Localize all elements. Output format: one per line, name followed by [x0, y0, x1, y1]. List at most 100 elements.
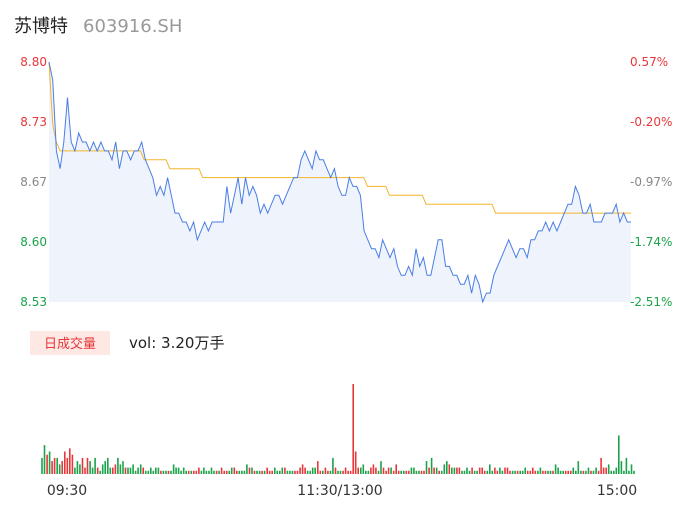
volume-bar [167, 470, 170, 474]
volume-bar [127, 467, 129, 474]
volume-bar [529, 470, 532, 474]
volume-bar [491, 470, 494, 474]
volume-bar [370, 467, 372, 474]
volume-bar [397, 470, 400, 474]
volume-bar [392, 470, 395, 474]
volume-bar [620, 461, 623, 474]
volume-bar [64, 451, 66, 474]
volume-bar [405, 470, 408, 474]
volume-bar [580, 470, 582, 474]
volume-bar [410, 467, 413, 474]
volume-bar [107, 457, 109, 474]
volume-bar [61, 461, 63, 474]
volume-bar [382, 467, 385, 474]
volume-bar [413, 467, 415, 474]
volume-bar [582, 470, 585, 474]
volume-bar [572, 467, 575, 474]
volume-bar [294, 470, 296, 474]
volume-bar [486, 470, 489, 474]
volume-bar [476, 470, 478, 474]
volume-bar [461, 470, 463, 474]
volume-bar [322, 470, 324, 474]
volume-bar [134, 470, 137, 474]
volume-bar [337, 470, 339, 474]
volume-bar [537, 470, 539, 474]
volume-bar [114, 464, 117, 474]
percent-tick-label: 0.57% [630, 55, 668, 69]
volume-bar [526, 470, 529, 474]
volume-bar [375, 467, 377, 474]
volume-bar [592, 470, 595, 474]
volume-bar [478, 467, 481, 474]
volume-bar [274, 467, 276, 474]
volume-bar [165, 470, 167, 474]
volume-bar [483, 470, 486, 474]
volume-bar [81, 457, 84, 474]
volume-bar [544, 470, 547, 474]
volume-bar [372, 464, 375, 474]
x-tick-1500: 15:00 [597, 483, 637, 499]
volume-bar [365, 470, 367, 474]
volume-bar [208, 470, 210, 474]
volume-bar [119, 464, 122, 474]
volume-bar [147, 470, 150, 474]
volume-summary-label: vol: [129, 334, 161, 352]
volume-bar [430, 457, 433, 474]
volume-bar [74, 467, 76, 474]
volume-bar [117, 457, 119, 474]
volume-bar [438, 470, 440, 474]
volume-bar [334, 467, 337, 474]
volume-bar [266, 467, 268, 474]
volume-bar [225, 470, 228, 474]
volume-bar [324, 467, 327, 474]
volume-bar [241, 470, 243, 474]
volume-bar [542, 470, 544, 474]
volume-bar [304, 467, 306, 474]
volume-bar [261, 470, 263, 474]
volume-bar [94, 457, 96, 474]
volume-bar [501, 470, 504, 474]
volume-bar [162, 470, 165, 474]
volume-bar [218, 470, 220, 474]
volume-bar [342, 470, 344, 474]
volume-bar [615, 467, 618, 474]
volume-bar [347, 470, 349, 474]
volume-bar [160, 470, 162, 474]
volume-bar [547, 470, 549, 474]
volume-bar [428, 467, 430, 474]
volume-bar [289, 470, 291, 474]
volume-bar [628, 470, 630, 474]
volume-bar [314, 467, 316, 474]
volume-bar [600, 457, 602, 474]
volume-bar [618, 435, 620, 474]
volume-bar [521, 470, 524, 474]
volume-bar [48, 451, 51, 474]
volume-bar [306, 470, 309, 474]
volume-bar [496, 470, 499, 474]
volume-tab-label[interactable]: 日成交量 [44, 336, 96, 352]
volume-bar [155, 467, 157, 474]
volume-bar [256, 470, 258, 474]
volume-bar [423, 470, 425, 474]
volume-bar [613, 470, 615, 474]
volume-bar [385, 470, 387, 474]
volume-bar [205, 470, 208, 474]
volume-bar [296, 470, 299, 474]
percent-axis-labels: 0.57% -0.20% -0.97% -1.74% -2.51% [630, 55, 672, 309]
stock-name: 苏博特 [14, 16, 68, 37]
volume-bar [284, 467, 286, 474]
volume-bar [534, 470, 537, 474]
volume-bar [104, 461, 106, 474]
price-tick-label: 8.80 [20, 55, 47, 69]
volume-bar [251, 467, 253, 474]
volume-bar [552, 470, 554, 474]
volume-bar [590, 470, 592, 474]
volume-bar [253, 470, 256, 474]
volume-bar [291, 470, 294, 474]
volume-summary: vol: 3.20万手 [129, 334, 224, 352]
volume-bar [349, 470, 352, 474]
volume-bar [276, 470, 279, 474]
volume-bar [152, 470, 155, 474]
volume-bar [132, 464, 134, 474]
volume-bar [71, 454, 74, 474]
